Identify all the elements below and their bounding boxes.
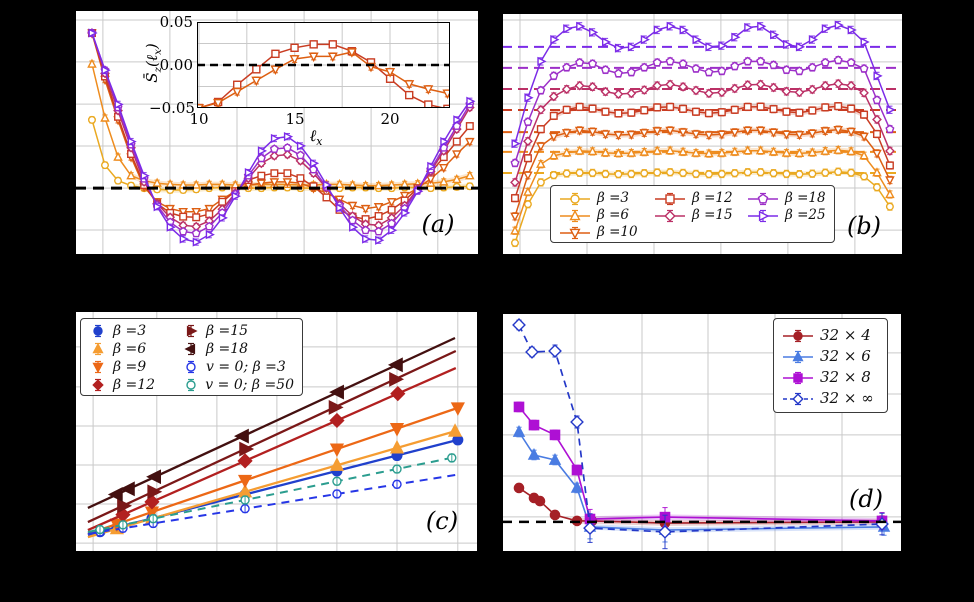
square-icon — [783, 371, 813, 384]
panel-inset-series-1 — [197, 48, 450, 108]
legend-b-column-2: β =18 β =25 — [747, 190, 826, 224]
legend-c-item: v = 0; β =50 — [182, 376, 294, 394]
triangle-right-icon — [748, 209, 778, 222]
legend-d-item: 32 × 6 — [782, 346, 879, 367]
inset-ytick-middle: 0.00 — [159, 56, 193, 74]
panel-b-series-5 — [510, 55, 895, 168]
circle-icon — [93, 324, 103, 338]
legend-label: 32 × ∞ — [820, 389, 874, 407]
panel-d-letter: (d) — [848, 485, 884, 513]
panel-b-series-0 — [510, 167, 894, 248]
triangle-up-icon — [560, 209, 590, 222]
legend-label: v = 0; β =3 — [206, 359, 286, 375]
legend-c-item: β =3 — [89, 322, 182, 340]
panel-b-series-4 — [510, 78, 895, 188]
legend-d: 32 × 4 32 × 6 32 × 8 32 × ∞ — [773, 318, 888, 413]
legend-label: v = 0; β =50 — [205, 377, 294, 393]
triangle-up-icon — [92, 342, 104, 356]
legend-b-item: β =15 — [654, 207, 747, 224]
legend-b-item: β =3 — [559, 190, 654, 207]
legend-c-item: β =9 — [89, 358, 182, 376]
legend-label: β =3 — [597, 189, 629, 206]
panel-d-series-3 — [512, 318, 889, 550]
inset-xaxis-label: ℓx — [309, 126, 323, 149]
legend-c-item: β =15 — [182, 322, 294, 340]
inset-xtick-10: 10 — [189, 110, 209, 128]
legend-label: β =9 — [113, 359, 147, 375]
legend-c-item: β =6 — [89, 340, 182, 358]
legend-b-column-1: β =12 β =15 — [654, 190, 747, 224]
legend-label: β =18 — [785, 189, 826, 206]
circle-icon — [560, 192, 590, 205]
panel-c-series-7 — [87, 453, 457, 535]
legend-label: 32 × 6 — [820, 347, 871, 365]
legend-label: β =6 — [113, 341, 147, 357]
panel-c-letter: (c) — [425, 507, 459, 535]
legend-label: β =10 — [597, 223, 638, 240]
panel-a-letter: (a) — [421, 210, 455, 238]
inset-ytick-bottom: −0.05 — [149, 99, 195, 117]
triangle-left-icon — [184, 342, 196, 356]
inset-ytick-top: 0.05 — [159, 13, 193, 31]
legend-label: 32 × 8 — [820, 368, 871, 386]
panel-b-letter: (b) — [846, 212, 882, 240]
legend-d-item: 32 × 4 — [782, 325, 879, 346]
legend-label: β =6 — [597, 206, 629, 223]
inset-yaxis-label: S̄z(ℓx) — [143, 43, 164, 83]
legend-b-column-0: β =3 β =6 β =10 — [559, 190, 654, 241]
inset-xtick-15: 15 — [285, 110, 305, 128]
legend-label: β =3 — [113, 323, 147, 339]
legend-c-item: β =18 — [182, 340, 294, 358]
legend-b: β =3 β =6 β =10 β =12 β =15 β =18 β =25 — [550, 185, 835, 243]
panel-c-series-3 — [87, 367, 457, 532]
panel-b-series-6 — [511, 20, 896, 149]
legend-label: 32 × 4 — [820, 326, 871, 344]
triangle-right-icon — [186, 324, 198, 338]
legend-label: β =25 — [785, 206, 826, 223]
legend-label: β =18 — [206, 341, 249, 357]
diamond-icon — [783, 392, 813, 405]
legend-b-item: β =25 — [747, 207, 826, 224]
legend-c: β =3 β =6 β =9 β =12 β =15 β =18 v = 0; β =3 v … — [80, 318, 303, 396]
legend-label: β =15 — [206, 323, 249, 339]
triangle-down-icon — [92, 360, 104, 374]
legend-c-item: β =12 — [89, 376, 182, 394]
panel-b-series-3 — [510, 101, 894, 203]
legend-c-column-1: β =15 β =18 v = 0; β =3 v = 0; β =50 — [182, 322, 294, 394]
legend-b-item: β =10 — [559, 224, 654, 241]
inset-xtick-20: 20 — [380, 110, 400, 128]
legend-b-item: β =12 — [654, 190, 747, 207]
circle-icon — [186, 360, 196, 374]
panel-c-series-4 — [87, 349, 457, 524]
square-icon — [655, 192, 685, 205]
legend-b-item: β =18 — [747, 190, 826, 207]
triangle-up-icon — [783, 350, 813, 363]
panel-c-series-5 — [87, 336, 456, 509]
panel-b-series-2 — [510, 125, 895, 222]
triangle-down-icon — [560, 226, 590, 239]
diamond-icon — [92, 378, 104, 392]
legend-d-item: 32 × 8 — [782, 367, 879, 388]
panel-a-inset-plot — [197, 22, 450, 108]
legend-c-column-0: β =3 β =6 β =9 β =12 — [89, 322, 182, 394]
diamond-icon — [655, 209, 685, 222]
legend-b-item: β =6 — [559, 207, 654, 224]
circle-icon — [186, 378, 196, 392]
legend-label: β =15 — [692, 206, 733, 223]
panel-a-series-6 — [88, 28, 476, 247]
legend-d-column-0: 32 × 4 32 × 6 32 × 8 32 × ∞ — [782, 325, 879, 409]
panel-b-series-1 — [510, 144, 895, 235]
legend-d-item: 32 × ∞ — [782, 388, 879, 409]
legend-label: β =12 — [692, 189, 733, 206]
legend-c-item: v = 0; β =3 — [182, 358, 294, 376]
pentagon-icon — [748, 192, 778, 205]
circle-icon — [783, 329, 813, 342]
legend-label: β =12 — [113, 377, 156, 393]
